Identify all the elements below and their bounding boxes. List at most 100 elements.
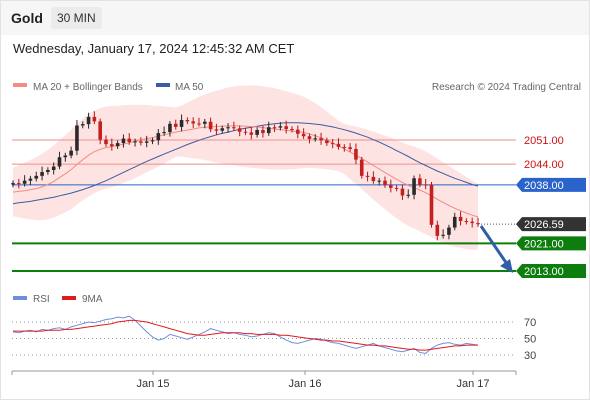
candle (458, 211, 463, 226)
candle (173, 119, 178, 130)
candle (63, 152, 68, 162)
candle (191, 117, 195, 128)
candle (220, 125, 225, 134)
candle (412, 175, 416, 200)
candle (325, 137, 329, 146)
candle (423, 178, 428, 190)
ma9-legend-label: 9MA (82, 294, 103, 305)
candle (330, 138, 335, 149)
candle (121, 134, 126, 148)
candle (301, 128, 306, 139)
candle (447, 224, 451, 240)
projection-arrow (479, 225, 513, 273)
candle (75, 120, 79, 156)
candle (133, 138, 137, 147)
timeframe-badge[interactable]: 30 MIN (51, 7, 102, 29)
ma20-legend-swatch (13, 83, 27, 87)
candle (40, 166, 44, 181)
support-label-box: 2021.00 (516, 236, 586, 251)
candle (98, 118, 102, 145)
rsi-legend-swatch (13, 296, 27, 300)
candle (214, 123, 219, 136)
pivot-label-box: 2038.00 (516, 177, 586, 192)
candle (371, 171, 376, 184)
ma50-legend-swatch (156, 83, 170, 87)
candle (313, 134, 318, 142)
candle (226, 123, 230, 133)
candle (435, 220, 440, 241)
rsi-panel: 70 50 30 (12, 315, 536, 362)
candle (307, 133, 312, 144)
pivot-label: 2038.00 (524, 180, 564, 192)
candle (290, 126, 294, 133)
candle (150, 137, 155, 145)
candle (342, 144, 347, 152)
candle (359, 156, 364, 179)
bollinger-band-area (13, 85, 478, 250)
candle (383, 176, 387, 188)
candle (185, 117, 190, 125)
candle (441, 229, 445, 239)
rsi-legend-label: RSI (33, 294, 50, 305)
candle (110, 138, 114, 151)
rsi-line (12, 315, 479, 354)
candle (266, 121, 271, 136)
timestamp: Wednesday, January 17, 2024 12:45:32 AM … (13, 41, 295, 56)
candle (255, 127, 259, 138)
candle (354, 143, 358, 165)
candle (296, 125, 300, 139)
candle (243, 127, 248, 136)
x-tick-label: Jan 17 (456, 378, 489, 390)
candle (394, 185, 399, 192)
candle (418, 174, 422, 188)
ma9-legend-swatch (62, 296, 76, 300)
support-label-box: 2013.00 (516, 264, 586, 278)
candle (208, 117, 213, 133)
support-label: 2021.00 (524, 238, 564, 250)
candle (11, 180, 15, 188)
candle (365, 171, 370, 182)
candle (162, 126, 166, 136)
ma20-line (12, 125, 479, 218)
candle (22, 175, 27, 187)
candle (51, 162, 56, 175)
candlesticks (11, 111, 480, 241)
candle (377, 177, 381, 186)
ma20-legend-label: MA 20 + Bollinger Bands (33, 82, 143, 93)
candle (452, 212, 457, 231)
support-label: 2013.00 (524, 266, 564, 278)
candle (319, 132, 323, 145)
instrument-title: Gold (11, 10, 43, 26)
candle (34, 171, 39, 182)
candle (464, 218, 469, 225)
candle (127, 133, 132, 145)
candle (203, 118, 207, 129)
candle (156, 128, 161, 145)
resistance-label: 2051.00 (524, 135, 564, 147)
candle (429, 182, 434, 228)
candle (17, 178, 21, 189)
rsi-level-label: 50 (524, 334, 536, 346)
candle (237, 125, 242, 137)
candle (69, 146, 73, 159)
rsi-level-label: 30 (524, 350, 536, 362)
candle (272, 124, 277, 133)
candle (249, 126, 254, 140)
ma50-legend-label: MA 50 (175, 82, 204, 93)
credit-text: Research © 2024 Trading Central (432, 82, 581, 93)
candle (389, 179, 393, 193)
rsi-level-label: 70 (524, 317, 536, 329)
candle (115, 140, 120, 149)
candle (80, 121, 85, 129)
candle (348, 143, 352, 152)
candle (197, 117, 201, 127)
candle (278, 122, 283, 131)
x-tick-label: Jan 15 (136, 378, 169, 390)
candle (400, 184, 405, 200)
candle (232, 121, 236, 132)
candle (261, 125, 265, 138)
candle (144, 135, 149, 148)
candle (104, 135, 108, 147)
x-tick-label: Jan 16 (288, 378, 321, 390)
